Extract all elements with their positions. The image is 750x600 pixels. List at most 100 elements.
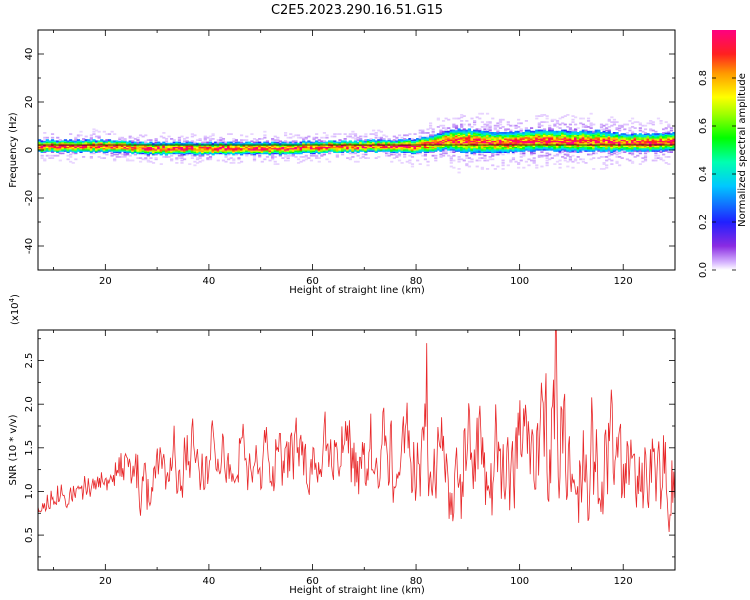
heatmap-cell: [195, 145, 200, 147]
heatmap-cell: [278, 145, 283, 147]
heatmap-cell: [654, 134, 658, 137]
heatmap-cell: [87, 147, 91, 150]
heatmap-cell: [219, 148, 223, 151]
heatmap-cell: [120, 147, 125, 150]
heatmap-cell: [113, 151, 117, 153]
heatmap-cell: [519, 133, 523, 135]
heatmap-cell: [441, 147, 446, 150]
heatmap-cell: [636, 135, 640, 138]
heatmap-cell: [584, 146, 588, 149]
heatmap-cell: [105, 150, 109, 152]
heatmap-cell: [58, 145, 62, 147]
heatmap-cell: [545, 136, 549, 139]
heatmap-cell: [289, 152, 293, 155]
heatmap-cell: [242, 139, 246, 141]
heatmap-cell: [581, 117, 585, 120]
heatmap-cell: [379, 136, 383, 139]
heatmap-cell: [584, 130, 588, 133]
heatmap-cell: [429, 139, 433, 141]
heatmap-cell: [597, 140, 601, 143]
heatmap-cell: [522, 139, 526, 141]
heatmap-cell: [558, 159, 562, 162]
heatmap-cell: [63, 142, 68, 145]
heatmap-cell: [258, 156, 262, 158]
heatmap-cell: [208, 135, 213, 138]
heatmap-cell: [599, 123, 604, 126]
heatmap-cell: [320, 151, 324, 153]
heatmap-cell: [498, 133, 503, 135]
heatmap-cell: [291, 154, 295, 157]
heatmap-cell: [159, 153, 163, 156]
heatmap-cell: [527, 133, 531, 135]
heatmap-cell: [540, 130, 544, 133]
heatmap-cell: [299, 142, 303, 145]
heatmap-cell: [667, 147, 671, 150]
heatmap-cell: [620, 145, 624, 147]
heatmap-cell: [144, 140, 148, 143]
heatmap-cell: [426, 141, 430, 144]
heatmap-cell: [183, 148, 187, 151]
heatmap-cell: [470, 117, 474, 120]
heatmap-cell: [465, 141, 469, 144]
heatmap-cell: [48, 150, 52, 152]
heatmap-cell: [206, 148, 210, 151]
heatmap-cell: [278, 152, 283, 155]
heatmap-cell: [555, 121, 560, 123]
heatmap-cell: [102, 145, 106, 147]
heatmap-cell: [351, 130, 355, 133]
heatmap-cell: [561, 133, 565, 135]
heatmap-cell: [643, 128, 648, 131]
heatmap-cell: [441, 124, 446, 127]
heatmap-cell: [234, 141, 238, 144]
heatmap-cell: [118, 141, 122, 144]
heatmap-cell: [540, 121, 544, 123]
heatmap-cell: [307, 140, 311, 143]
heatmap-cell: [529, 127, 534, 129]
heatmap-cell: [584, 147, 588, 150]
heatmap-cell: [563, 153, 567, 156]
heatmap-cell: [56, 136, 60, 139]
heatmap-cell: [649, 122, 653, 125]
heatmap-cell: [126, 141, 130, 144]
heatmap-cell: [333, 147, 337, 150]
heatmap-cell: [592, 142, 596, 145]
heatmap-cell: [167, 146, 171, 149]
heatmap-cell: [410, 139, 415, 141]
heatmap-cell: [312, 140, 316, 143]
heatmap-cell: [190, 154, 194, 157]
heatmap-cell: [92, 142, 96, 145]
heatmap-cell: [97, 150, 101, 152]
heatmap-cell: [548, 147, 552, 150]
heatmap-cell: [348, 148, 352, 151]
heatmap-cell: [255, 142, 259, 145]
heatmap-cell: [128, 150, 132, 152]
heatmap-cell: [654, 157, 658, 159]
heatmap-cell: [252, 156, 257, 158]
heatmap-cell: [278, 154, 283, 157]
heatmap-cell: [496, 147, 500, 150]
heatmap-cell: [452, 145, 456, 147]
heatmap-cell: [558, 148, 562, 151]
heatmap-cell: [615, 133, 619, 135]
heatmap-cell: [346, 135, 350, 138]
heatmap-cell: [509, 159, 513, 162]
heatmap-cell: [164, 148, 169, 151]
heatmap-cell: [506, 132, 510, 134]
heatmap-cell: [615, 134, 619, 137]
heatmap-cell: [426, 146, 430, 149]
heatmap-cell: [392, 141, 396, 144]
heatmap-cell: [273, 141, 277, 144]
heatmap-cell: [403, 139, 407, 141]
heatmap-cell: [630, 146, 635, 149]
heatmap-cell: [431, 146, 435, 149]
heatmap-cell: [69, 142, 73, 145]
heatmap-cell: [84, 141, 88, 144]
heatmap-cell: [268, 159, 272, 162]
heatmap-cell: [504, 151, 508, 153]
heatmap-cell: [315, 151, 319, 153]
heatmap-cell: [193, 153, 197, 156]
heatmap-cell: [107, 145, 112, 147]
heatmap-cell: [296, 134, 301, 137]
heatmap-cell: [214, 146, 218, 149]
heatmap-cell: [421, 130, 425, 133]
